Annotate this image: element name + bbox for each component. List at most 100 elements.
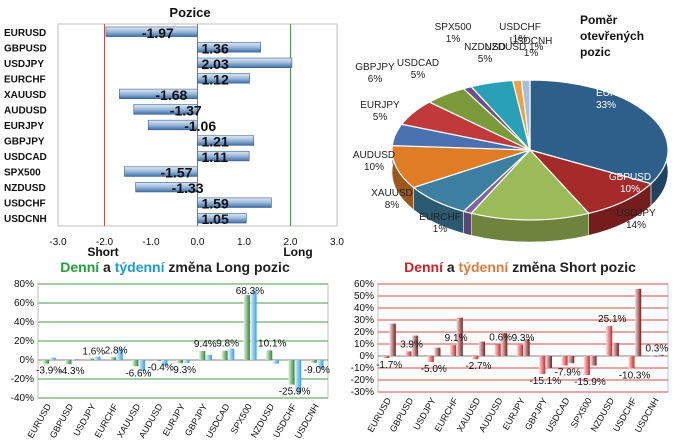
pie-label-name-nzdusd: NZDUSD [464,42,506,53]
position-category-spx500: SPX500 [4,168,41,179]
position-category-usdcnh: USDCNH [4,214,47,225]
y-tick-label: 10% [354,339,374,350]
pie-label-pct-xauusd: 8% [385,200,400,211]
position-bar-gbpjpy [197,135,255,146]
position-x-tick: -2.0 [96,237,114,248]
data-label-gbpusd: -4.3% [58,366,84,377]
position-value-nzdusd: -1.33 [172,180,204,196]
position-bar-eurjpy [147,119,198,131]
bar-t-denn-gbpusd [411,335,419,356]
position-value-usdcad: 1.11 [202,149,229,165]
bar-t-denn-spx500 [250,290,257,360]
positions-chart: Pozice EURUSD GBPUSD USDJPY EURCHF XAUUSD AUD… [4,5,344,259]
y-tick-label: 60% [354,279,374,290]
pie-label-name-audusd: AUDUSD [353,150,395,161]
position-category-usdjpy: USDJPY [4,59,44,70]
bar-denn-usdchf [288,360,295,385]
position-bar-spx500 [124,166,198,177]
data-label-usdcad: -7.9% [555,367,581,378]
pie-slice-usdjpy [470,149,590,221]
bar-t-denn-gbpusd [71,359,79,361]
data-label-usdcnh: 0.3% [645,344,668,355]
pie-label-pct-usdcad: 5% [411,70,426,81]
y-tick-label: 60% [14,298,34,309]
pie-label-name-usdchf: USDCHF [499,22,541,33]
data-label-gbpjpy: 9.4% [194,339,217,350]
pie-label-pct-usdchf: 1% [513,34,528,45]
long-change-chart-title: Denní a týdenní změna Long pozic [60,259,290,275]
bar-t-denn-usdcad [228,348,235,360]
bar-denn-audusd [494,344,501,356]
bar-denn-eurusd [42,360,50,364]
pie-slice-eurusd [529,79,669,185]
bar-denn-usdcad [561,356,568,366]
pie-label-name-gbpjpy: GBPJPY [355,62,395,73]
bar-denn-gbpjpy [199,351,206,360]
position-category-eurusd: EURUSD [4,28,46,39]
position-category-usdchf: USDCHF [4,199,46,210]
bar-denn-audusd [154,360,161,361]
position-bar-eurusd [105,26,198,37]
bar-denn-usdcad [221,350,228,360]
position-bar-usdcad [197,150,250,162]
position-category-xauusd: XAUUSD [4,90,46,101]
position-bar-eurchf [197,73,250,84]
position-value-gbpusd: 1.36 [202,40,229,56]
pie-label-pct-eurchf: 1% [433,224,448,235]
y-tick-label: 50% [354,291,374,302]
position-value-usdjpy: 2.03 [202,56,229,72]
pie-title-line-2: otevřených [580,29,644,43]
pie-label-name-gbpusd: GBPUSD [609,172,651,183]
pie-label-pct-usdjpy: 14% [626,220,646,231]
bar-denn-spx500 [583,356,590,376]
pie-label-name-usdcad: USDCAD [397,58,439,69]
pie-label-pct-eurjpy: 5% [373,112,388,123]
bar-denn-gbpusd [405,351,412,356]
data-label-eurusd: -1.7% [376,360,402,371]
bar-t-denn-usdjpy [94,356,101,360]
y-tick-label: -20% [11,374,34,385]
pie-slice-gbpusd [528,148,653,215]
pie-label-name-xauusd: XAUUSD [371,188,413,199]
pie-label-name-spx500: SPX500 [435,22,472,33]
bar-t-denn-gbpjpy [545,356,552,368]
bar-denn-eurjpy [516,344,523,356]
pie-slice-side-eurchf [463,211,472,236]
pie-slice-audusd [391,144,531,189]
open-positions-pie-chart: Poměr otevřených pozic EURUSD33%GBPUSD10… [353,13,669,243]
data-label-xauusd: -6.6% [125,368,151,379]
position-category-eurchf: EURCHF [4,74,46,85]
pie-label-name-eurjpy: EURJPY [360,100,400,111]
pie-label-name-eurchf: EURCHF [419,212,461,223]
position-value-usdcnh: 1.05 [202,211,229,227]
y-tick-label: -30% [351,387,374,398]
long-threshold-label: Long [283,245,312,259]
bar-t-denn-usdcnh [657,354,664,356]
bar-denn-usdjpy [87,358,94,360]
position-x-tick: 2.0 [284,237,298,248]
position-x-tick: 1.0 [237,237,251,248]
y-tick-label: 40% [14,317,34,328]
chart-title-part: Denní [404,259,444,275]
bar-denn-xauusd [132,360,139,367]
short-change-chart-title: Denní a týdenní změna Short pozic [404,259,636,275]
position-x-tick: 0.0 [191,237,205,248]
position-bar-usdjpy [197,57,293,68]
y-tick-label: -20% [351,375,374,386]
y-tick-label: 0% [20,355,35,366]
position-bar-gbpusd [197,42,262,53]
pie-label-name-usdjpy: USDJPY [616,208,656,219]
y-tick-label: 30% [354,315,374,326]
data-label-gbpjpy: -15.1% [529,376,561,387]
data-label-usdcnh: -9.0% [304,365,330,376]
pie-label-name-usdcnh: USDCNH [510,36,553,47]
data-label-usdjpy: -5.0% [421,364,447,375]
bar-denn-usdjpy [427,356,434,362]
y-tick-label: -10% [351,363,374,374]
chart-title-part: a [443,259,459,275]
chart-title-part: změna Short pozic [508,259,636,275]
chart-title-part: Denní [60,259,100,275]
data-label-audusd: 0.6% [489,332,512,343]
pie-label-pct-audusd: 10% [364,162,384,173]
